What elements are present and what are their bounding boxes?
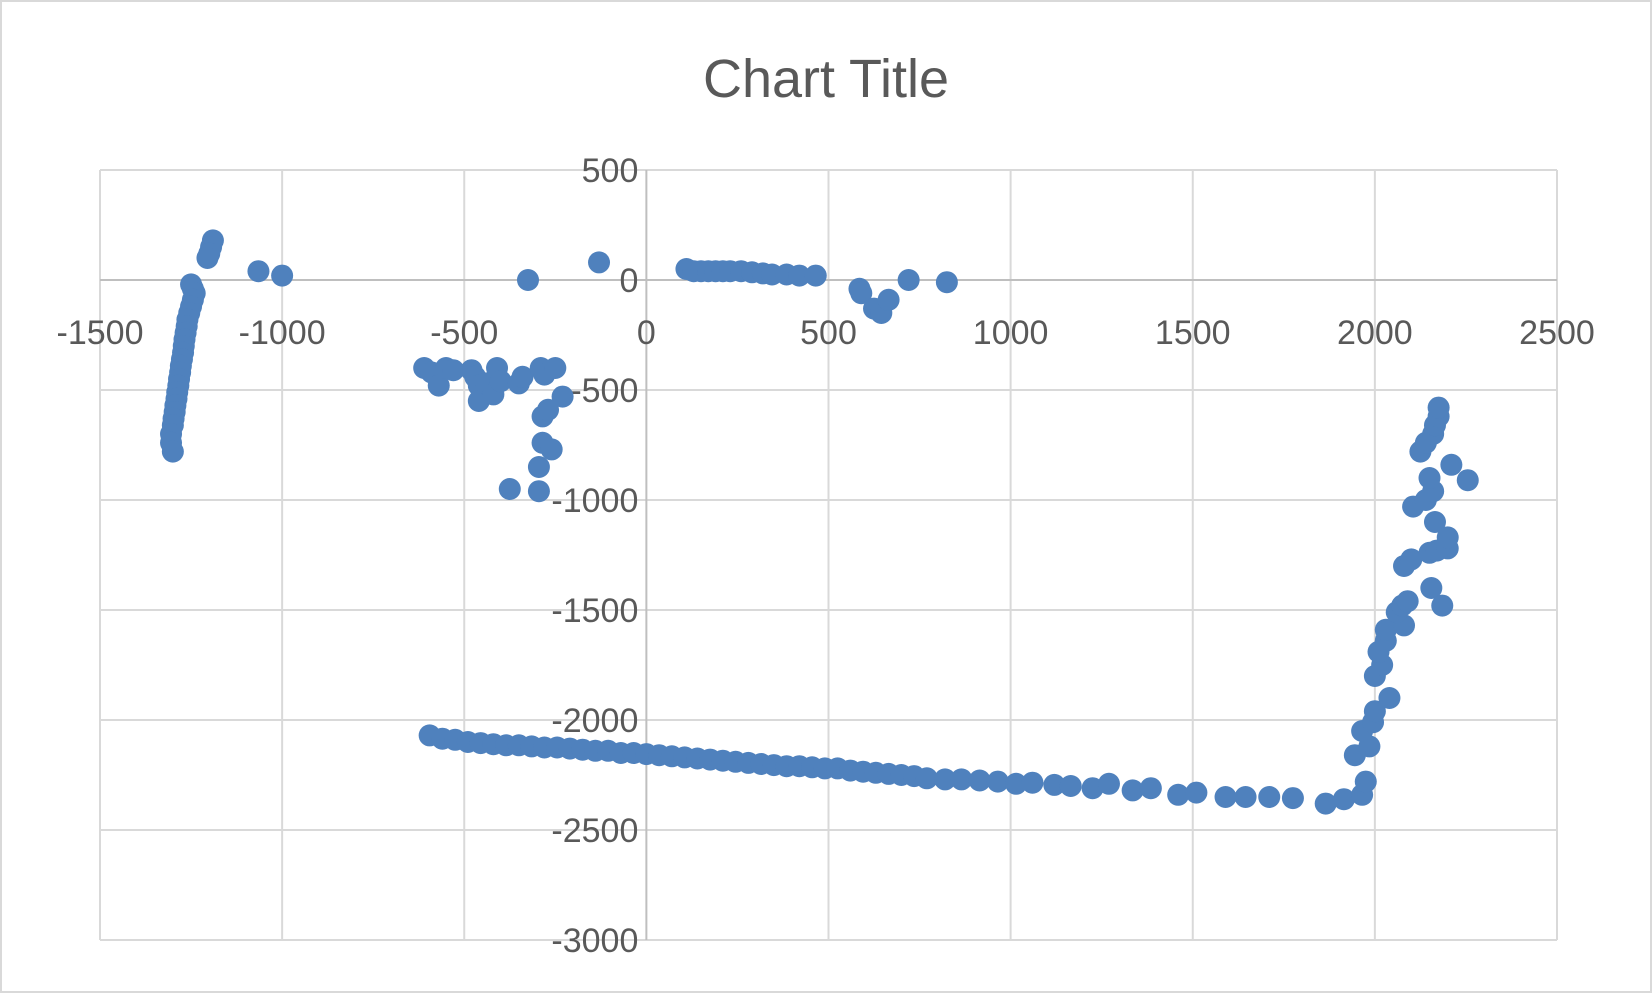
x-tick-label: -1000	[239, 314, 326, 352]
data-point	[271, 264, 294, 287]
data-point	[442, 359, 465, 382]
x-tick-label: 500	[800, 314, 857, 352]
x-tick-label: -500	[430, 314, 498, 352]
data-point	[544, 357, 567, 379]
x-tick-label: 1500	[1155, 314, 1231, 352]
data-point	[1121, 779, 1144, 802]
y-tick-label: 500	[582, 152, 639, 190]
y-tick-label: -1000	[551, 482, 638, 520]
data-point	[1436, 526, 1459, 549]
data-point	[1418, 467, 1441, 489]
data-point	[1234, 786, 1257, 808]
y-tick-label: 0	[619, 262, 638, 300]
y-tick-label: -2500	[551, 812, 638, 850]
x-tick-label: -1500	[57, 314, 144, 352]
data-point	[1456, 469, 1479, 492]
data-point	[527, 480, 550, 503]
data-point	[986, 770, 1009, 793]
data-point	[877, 288, 900, 311]
data-point	[1363, 700, 1386, 723]
data-point	[1021, 771, 1044, 794]
data-point	[161, 440, 184, 463]
data-point	[489, 370, 512, 393]
data-point	[1258, 786, 1281, 808]
data-point	[850, 282, 873, 305]
data-point	[1314, 792, 1337, 815]
x-tick-label: 2000	[1337, 314, 1413, 352]
data-point	[804, 264, 827, 287]
y-tick-label: -3000	[551, 922, 638, 960]
data-point	[540, 438, 563, 461]
data-point	[1354, 770, 1377, 793]
data-point	[427, 374, 450, 397]
x-tick-label: 1000	[973, 314, 1049, 352]
data-point	[1059, 775, 1082, 797]
data-point	[537, 398, 560, 421]
data-point	[1005, 772, 1028, 795]
y-tick-labels: 500 0 -500 -1000 -1500 -2000 -2500 -3000	[551, 152, 638, 960]
data-point	[196, 247, 219, 269]
data-point	[1332, 788, 1355, 811]
data-point	[1185, 781, 1208, 804]
data-point	[1281, 787, 1304, 810]
data-point	[247, 260, 270, 283]
data-point	[935, 271, 958, 294]
data-point	[1431, 594, 1454, 617]
data-point	[915, 767, 938, 790]
data-point	[498, 478, 521, 500]
data-point	[1427, 396, 1450, 419]
chart-title: Chart Title	[703, 49, 949, 109]
data-point	[1420, 577, 1443, 599]
data-point	[1167, 783, 1190, 806]
data-point	[551, 385, 574, 408]
data-point	[1400, 548, 1423, 571]
x-tick-label: 2500	[1519, 314, 1595, 352]
y-tick-label: -1500	[551, 592, 638, 630]
vertical-gridlines	[99, 170, 1558, 940]
data-point	[588, 251, 611, 274]
data-point	[1423, 511, 1446, 533]
data-point	[516, 269, 539, 291]
y-tick-label: -500	[570, 372, 638, 410]
data-points	[160, 229, 1479, 815]
data-point	[1214, 786, 1237, 808]
x-tick-label: 0	[637, 314, 656, 352]
x-tick-labels: -1500 -1000 -500 0 500 1000 1500 2000 2500	[57, 314, 1595, 352]
data-point	[968, 769, 991, 792]
data-point	[1139, 777, 1162, 800]
data-point	[788, 264, 811, 287]
data-point	[527, 456, 550, 478]
data-point	[934, 768, 957, 791]
data-point	[1378, 687, 1401, 709]
data-point	[511, 365, 534, 388]
data-point	[950, 768, 973, 791]
data-point	[1396, 590, 1419, 613]
data-point	[1374, 618, 1397, 641]
data-point	[1097, 772, 1120, 795]
data-point	[1440, 453, 1463, 476]
data-point	[897, 269, 920, 291]
horizontal-gridlines	[100, 169, 1557, 941]
data-point	[1043, 773, 1066, 796]
y-tick-label: -2000	[551, 702, 638, 740]
data-point	[1343, 744, 1366, 767]
axes	[100, 170, 1557, 940]
